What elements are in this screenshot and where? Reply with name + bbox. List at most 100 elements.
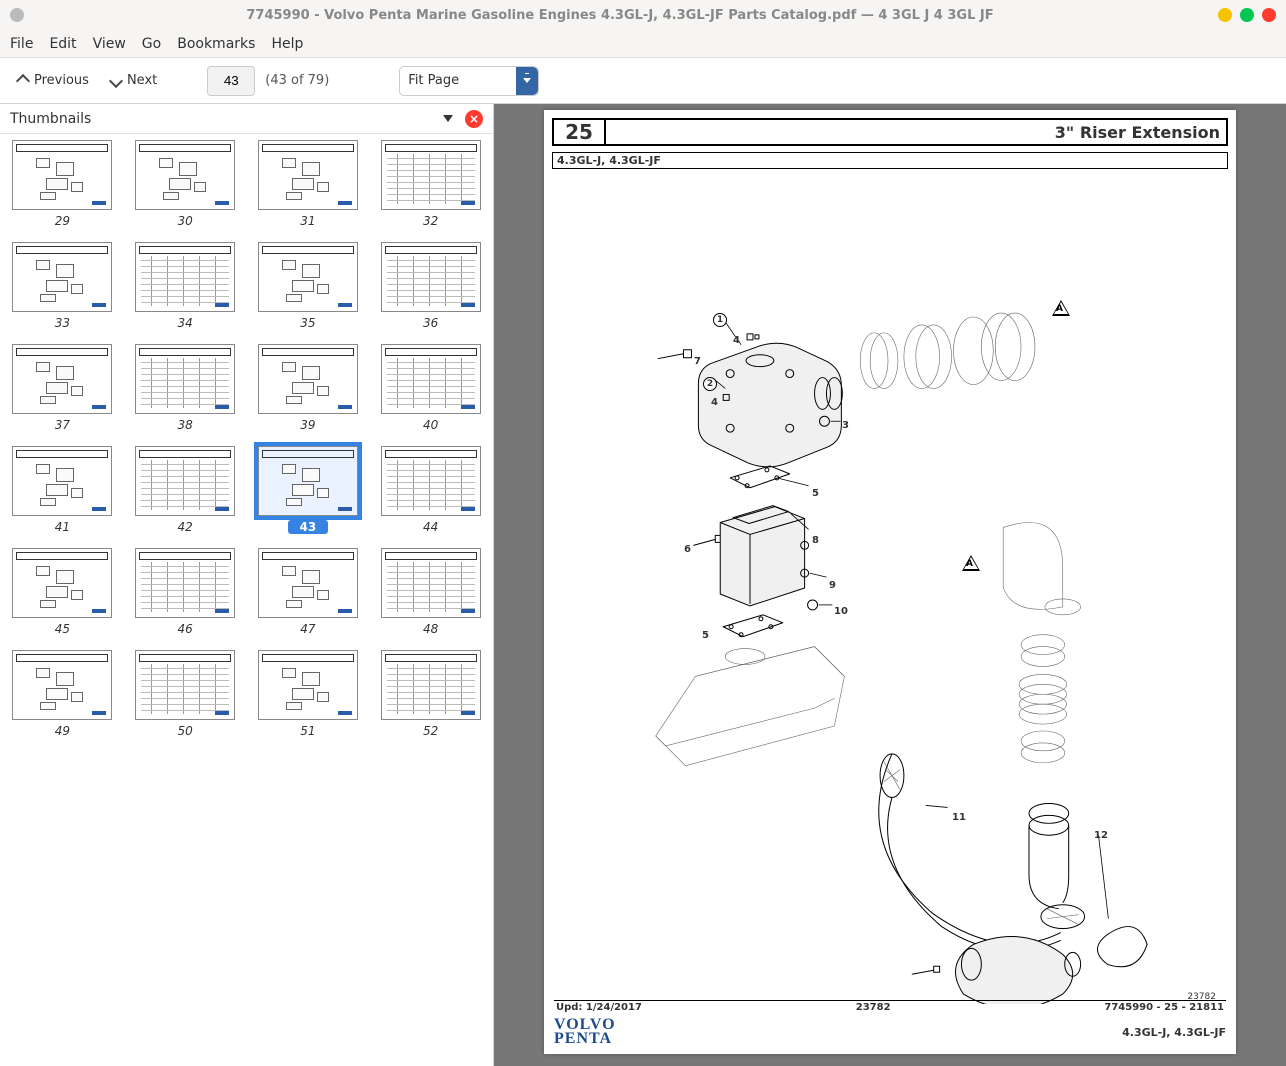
thumbnail-label: 33 [55, 316, 70, 330]
section-title-box: 25 3" Riser Extension [552, 118, 1228, 146]
thumbnail-label: 30 [177, 214, 192, 228]
window-close-dot-2[interactable] [1262, 8, 1276, 22]
window-titlebar: 7745990 - Volvo Penta Marine Gasoline En… [0, 0, 1286, 30]
thumbnail-page-32[interactable]: 32 [378, 140, 483, 228]
thumbnail-page-33[interactable]: 33 [10, 242, 115, 330]
thumbnail-page-34[interactable]: 34 [133, 242, 238, 330]
thumbnails-sidebar: Thumbnails × 29 30 31 32 33 34 35 36 37 38 39 40 41 4… [0, 104, 494, 1066]
sidebar-close-icon[interactable]: × [465, 110, 483, 128]
thumbnail-page-42[interactable]: 42 [133, 446, 238, 534]
prev-page-button[interactable]: Previous [12, 69, 95, 92]
zoom-label: Fit Page [408, 73, 459, 88]
menu-help[interactable]: Help [271, 36, 303, 52]
thumbnail-label: 47 [300, 622, 315, 636]
callout-9: 9 [829, 580, 836, 591]
thumbnail-page-37[interactable]: 37 [10, 344, 115, 432]
thumbnail-page-29[interactable]: 29 [10, 140, 115, 228]
thumbnail-image [258, 446, 358, 516]
thumbnail-label: 34 [177, 316, 192, 330]
footer-right: 7745990 - 25 - 21811 [1104, 1002, 1224, 1013]
sidebar-header: Thumbnails × [0, 104, 493, 134]
callout-2: 2 [703, 377, 717, 391]
thumbnail-image [381, 446, 481, 516]
sidebar-menu-icon[interactable] [443, 115, 453, 122]
thumbnail-label: 48 [423, 622, 438, 636]
thumbnail-label: 51 [300, 724, 315, 738]
thumbnail-label: 52 [423, 724, 438, 738]
thumbnail-label: 39 [300, 418, 315, 432]
combo-arrow-icon [516, 67, 538, 95]
thumbnail-page-47[interactable]: 47 [256, 548, 361, 636]
window-min-dot[interactable] [1218, 8, 1232, 22]
window-max-dot[interactable] [1240, 8, 1254, 22]
thumbnail-label: 29 [55, 214, 70, 228]
thumbnail-image [381, 650, 481, 720]
footer-center: 23782 [642, 1002, 1104, 1013]
thumbnail-page-46[interactable]: 46 [133, 548, 238, 636]
thumbnail-page-52[interactable]: 52 [378, 650, 483, 738]
thumbnail-page-39[interactable]: 39 [256, 344, 361, 432]
next-label: Next [127, 73, 157, 88]
menu-edit[interactable]: Edit [49, 36, 76, 52]
thumbnail-page-50[interactable]: 50 [133, 650, 238, 738]
thumbnail-image [258, 650, 358, 720]
thumbnail-label: 35 [300, 316, 315, 330]
parts-diagram: 14724358691051112 23782 [554, 180, 1226, 1004]
thumbnail-label: 46 [177, 622, 192, 636]
menu-go[interactable]: Go [142, 36, 161, 52]
thumbnail-page-51[interactable]: 51 [256, 650, 361, 738]
menu-file[interactable]: File [10, 36, 33, 52]
menu-view[interactable]: View [93, 36, 126, 52]
thumbnail-image [135, 344, 235, 414]
thumbnail-label: 43 [288, 520, 329, 534]
thumbnail-label: 41 [55, 520, 70, 534]
thumbnail-page-44[interactable]: 44 [378, 446, 483, 534]
callout-10: 10 [834, 606, 848, 617]
thumbnail-page-43[interactable]: 43 [256, 446, 361, 534]
detail-marker-a [962, 555, 980, 575]
thumbnail-label: 32 [423, 214, 438, 228]
thumbnail-page-38[interactable]: 38 [133, 344, 238, 432]
thumbnail-page-31[interactable]: 31 [256, 140, 361, 228]
thumbnail-page-45[interactable]: 45 [10, 548, 115, 636]
page-footer: Upd: 1/24/2017 23782 7745990 - 25 - 2181… [554, 1000, 1226, 1046]
callout-5: 5 [702, 630, 709, 641]
thumbnail-label: 42 [177, 520, 192, 534]
thumbnail-image [12, 140, 112, 210]
page-number-input[interactable] [207, 66, 255, 96]
zoom-combo[interactable]: Fit Page [399, 66, 539, 96]
thumbnail-image [258, 344, 358, 414]
thumbnail-image [381, 140, 481, 210]
menu-bookmarks[interactable]: Bookmarks [177, 36, 255, 52]
page-viewport[interactable]: 25 3" Riser Extension 4.3GL-J, 4.3GL-JF [494, 104, 1286, 1066]
thumbnail-page-41[interactable]: 41 [10, 446, 115, 534]
toolbar: Previous Next (43 of 79) Fit Page [0, 58, 1286, 104]
thumbnails-scroll[interactable]: 29 30 31 32 33 34 35 36 37 38 39 40 41 42 43 44 45 46 47 48… [0, 134, 493, 1066]
thumbnail-label: 31 [300, 214, 315, 228]
pdf-page: 25 3" Riser Extension 4.3GL-J, 4.3GL-JF [544, 110, 1236, 1054]
footer-updated: Upd: 1/24/2017 [556, 1002, 642, 1013]
thumbnail-page-30[interactable]: 30 [133, 140, 238, 228]
menubar: File Edit View Go Bookmarks Help [0, 30, 1286, 58]
thumbnail-image [12, 344, 112, 414]
page-count-label: (43 of 79) [265, 73, 329, 88]
next-page-button[interactable]: Next [105, 69, 163, 92]
thumbnail-page-40[interactable]: 40 [378, 344, 483, 432]
thumbnail-label: 40 [423, 418, 438, 432]
thumbnail-page-48[interactable]: 48 [378, 548, 483, 636]
thumbnail-label: 49 [55, 724, 70, 738]
thumbnail-page-49[interactable]: 49 [10, 650, 115, 738]
thumbnail-image [381, 548, 481, 618]
callout-4: 4 [733, 335, 740, 346]
thumbnail-page-36[interactable]: 36 [378, 242, 483, 330]
section-title: 3" Riser Extension [606, 123, 1226, 142]
thumbnail-label: 44 [423, 520, 438, 534]
callout-1: 1 [713, 313, 727, 327]
window-title: 7745990 - Volvo Penta Marine Gasoline En… [30, 8, 1210, 23]
thumbnail-label: 37 [55, 418, 70, 432]
window-close-dot[interactable] [10, 8, 24, 22]
thumbnail-image [135, 548, 235, 618]
footer-model: 4.3GL-J, 4.3GL-JF [616, 1026, 1226, 1039]
thumbnail-page-35[interactable]: 35 [256, 242, 361, 330]
thumbnail-image [381, 242, 481, 312]
